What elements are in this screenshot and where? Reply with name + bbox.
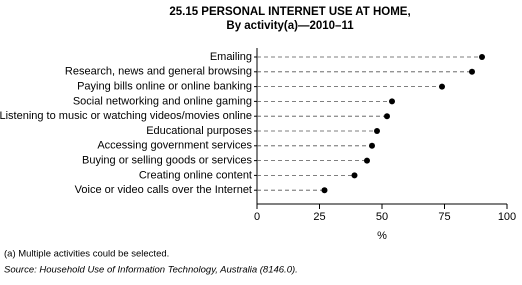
source: Source: Household Use of Information Tec… [4,265,298,276]
dot [439,83,445,90]
x-axis-label: % [377,230,387,242]
y-tick-label: Buying or selling goods or services [82,155,252,167]
x-tick-label: 75 [438,211,450,223]
y-tick-label: Voice or video calls over the Internet [75,184,252,196]
dot [479,54,485,60]
y-tick-label: Listening to music or watching videos/mo… [0,110,252,122]
dot [374,128,380,134]
dot [364,157,370,164]
chart-title: 25.15 PERSONAL INTERNET USE AT HOME, [169,6,410,18]
chart-subtitle: By activity(a)—2010–11 [226,20,354,32]
x-tick-label: 50 [376,211,388,223]
x-tick-label: 100 [498,211,516,223]
dot [384,113,390,120]
x-tick-label: 25 [313,211,325,223]
y-tick-label: Social networking and online gaming [73,95,252,107]
y-tick-label: Creating online content [139,169,252,181]
dot [351,172,358,179]
y-tick-label: Research, news and general browsing [65,66,252,78]
y-tick-label: Paying bills online or online banking [77,81,252,93]
dot [389,98,395,105]
x-tick-label: 0 [254,211,260,223]
y-tick-label: Accessing government services [97,140,252,152]
dot [321,187,328,194]
footnote: (a) Multiple activities could be selecte… [4,249,169,260]
y-tick-label: Emailing [210,51,252,63]
dot [369,142,375,149]
dot [469,68,475,75]
y-tick-label: Educational purposes [146,125,252,137]
